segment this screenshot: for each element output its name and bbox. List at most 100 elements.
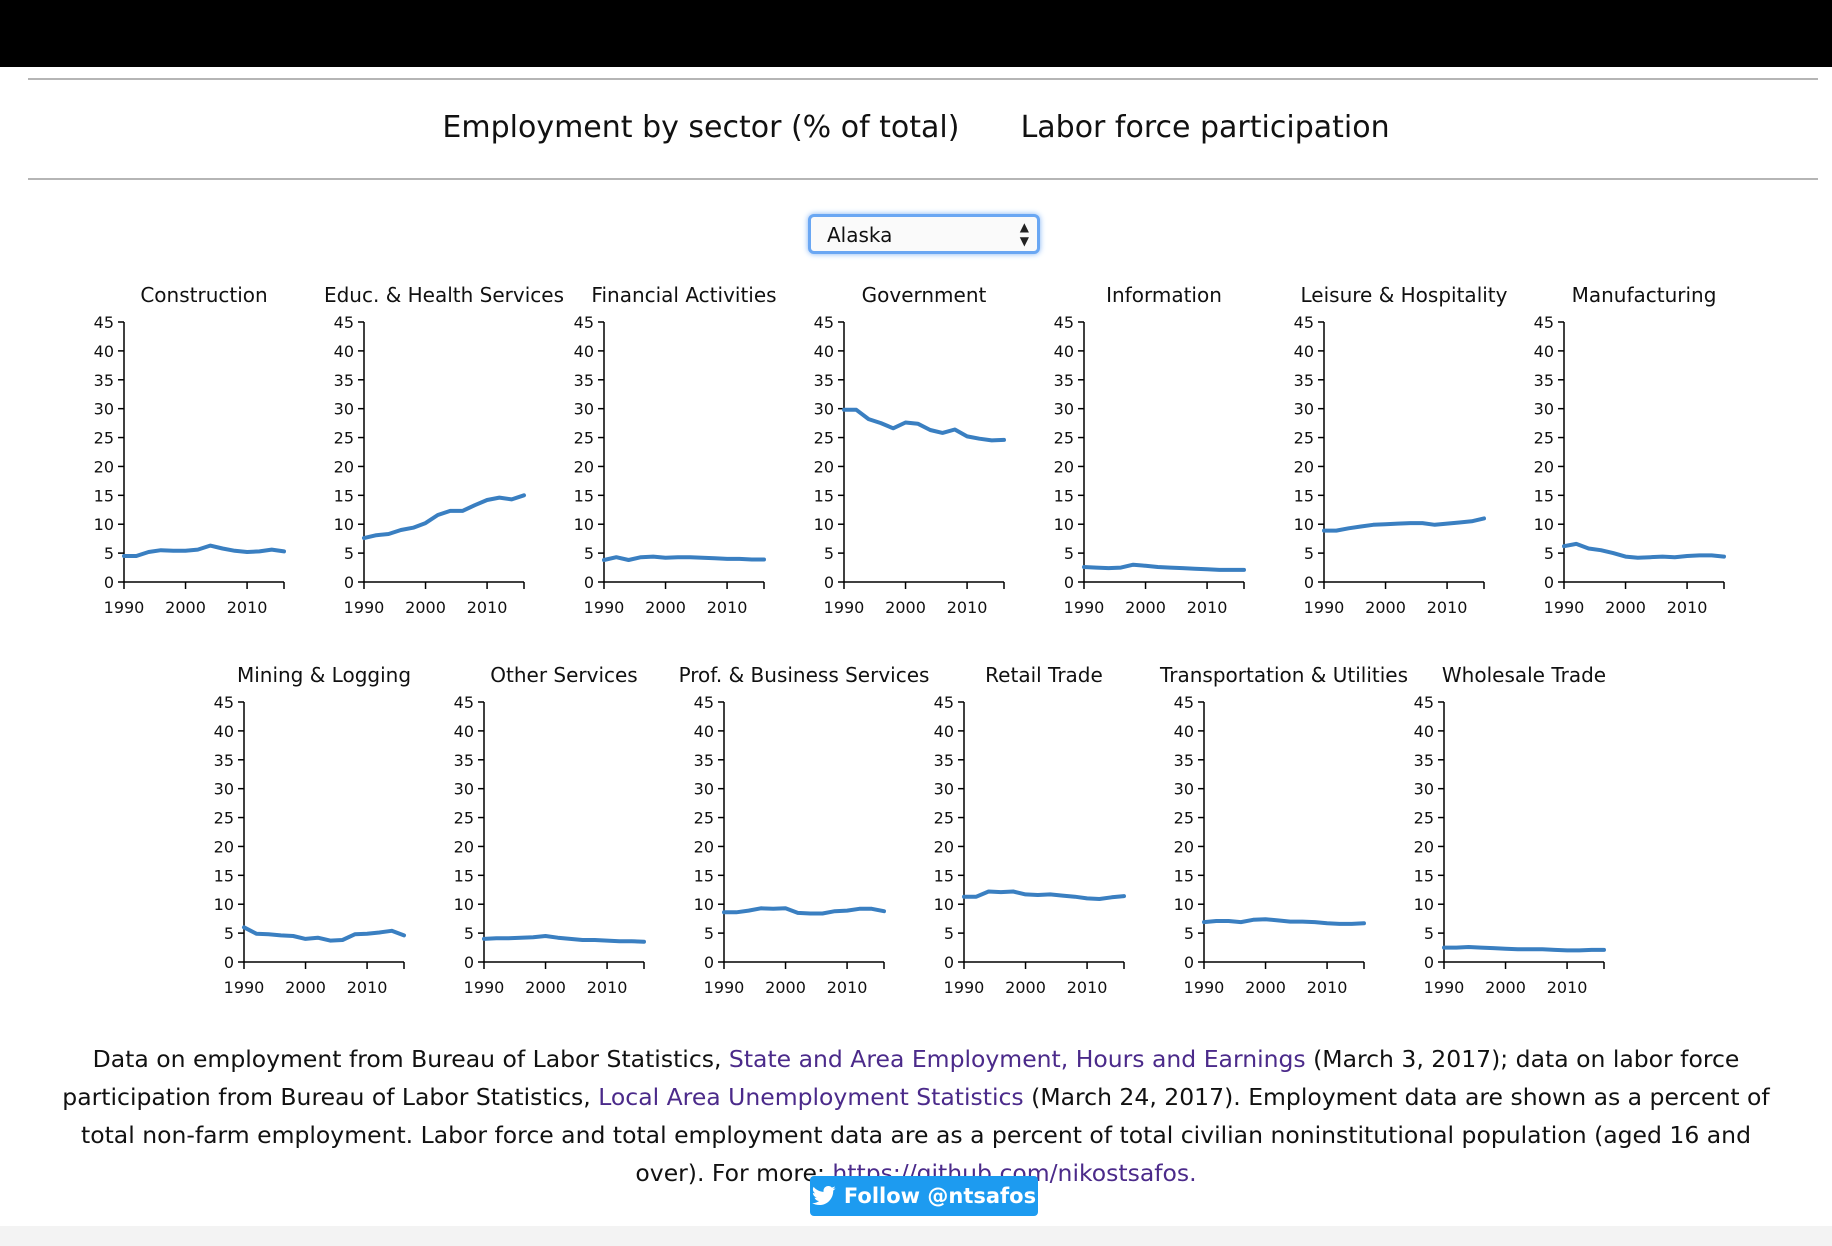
y-tick-label: 45 bbox=[454, 693, 474, 712]
y-tick-label: 40 bbox=[334, 342, 354, 361]
y-tick-label: 45 bbox=[334, 313, 354, 332]
y-tick-label: 40 bbox=[1534, 342, 1554, 361]
y-tick-label: 10 bbox=[1294, 515, 1314, 534]
chart-panel: Other Services 0 5 10 15 20 25 30 35 40 45 1990 2000… bbox=[454, 663, 646, 997]
y-tick-label: 35 bbox=[1414, 751, 1434, 770]
x-tick-label: 1990 bbox=[1304, 598, 1345, 617]
chart-title: Manufacturing bbox=[1572, 283, 1717, 307]
y-tick-label: 0 bbox=[104, 573, 114, 592]
y-tick-label: 5 bbox=[1544, 544, 1554, 563]
y-tick-label: 10 bbox=[1414, 895, 1434, 914]
series-line bbox=[122, 543, 286, 558]
x-tick-label: 2010 bbox=[347, 978, 388, 997]
y-tick-label: 20 bbox=[1174, 837, 1194, 856]
y-tick-label: 5 bbox=[1424, 924, 1434, 943]
chart-panel: Mining & Logging 0 5 10 15 20 25 30 35 40 45 1990 20… bbox=[214, 663, 411, 997]
x-tick-label: 2010 bbox=[467, 598, 508, 617]
y-tick-label: 20 bbox=[1414, 837, 1434, 856]
y-tick-label: 35 bbox=[1054, 371, 1074, 390]
y-tick-label: 30 bbox=[334, 400, 354, 419]
top-bar bbox=[0, 0, 1832, 67]
y-tick-label: 45 bbox=[574, 313, 594, 332]
y-tick-label: 25 bbox=[694, 809, 714, 828]
x-tick-label: 1990 bbox=[104, 598, 145, 617]
y-tick-label: 25 bbox=[1294, 429, 1314, 448]
x-tick-label: 2010 bbox=[587, 978, 628, 997]
y-tick-label: 40 bbox=[1174, 722, 1194, 741]
tab-employment-by-sector[interactable]: Employment by sector (% of total) bbox=[442, 110, 960, 145]
y-tick-label: 20 bbox=[1534, 457, 1554, 476]
link-state-area-employment[interactable]: State and Area Employment, Hours and Ear… bbox=[728, 1045, 1306, 1073]
series-line bbox=[1202, 917, 1366, 926]
x-tick-label: 1990 bbox=[944, 978, 985, 997]
y-tick-label: 40 bbox=[1294, 342, 1314, 361]
y-tick-label: 35 bbox=[814, 371, 834, 390]
y-tick-label: 10 bbox=[214, 895, 234, 914]
y-tick-label: 35 bbox=[94, 371, 114, 390]
y-tick-label: 5 bbox=[824, 544, 834, 563]
y-tick-label: 30 bbox=[1414, 780, 1434, 799]
footer-sources: Data on employment from Bureau of Labor … bbox=[62, 1040, 1770, 1192]
y-tick-label: 20 bbox=[1294, 457, 1314, 476]
chart-panel: Information 0 5 10 15 20 25 30 35 40 45 1990 2000 201… bbox=[1054, 283, 1246, 617]
chart-title: Prof. & Business Services bbox=[679, 663, 930, 687]
y-tick-label: 40 bbox=[574, 342, 594, 361]
y-tick-label: 5 bbox=[104, 544, 114, 563]
y-tick-label: 5 bbox=[944, 924, 954, 943]
y-tick-label: 30 bbox=[454, 780, 474, 799]
series-line bbox=[1322, 516, 1486, 533]
x-tick-label: 1990 bbox=[344, 598, 385, 617]
x-tick-label: 2010 bbox=[707, 598, 748, 617]
y-tick-label: 35 bbox=[454, 751, 474, 770]
bottom-strip bbox=[0, 1226, 1832, 1246]
y-tick-label: 30 bbox=[1174, 780, 1194, 799]
chart-panel: Financial Activities 0 5 10 15 20 25 30 35 40 45 19… bbox=[574, 283, 777, 617]
x-tick-label: 2000 bbox=[1005, 978, 1046, 997]
x-tick-label: 2010 bbox=[227, 598, 268, 617]
y-tick-label: 45 bbox=[1414, 693, 1434, 712]
y-tick-label: 25 bbox=[814, 429, 834, 448]
chart-title: Government bbox=[862, 283, 987, 307]
y-tick-label: 0 bbox=[1304, 573, 1314, 592]
y-tick-label: 45 bbox=[1174, 693, 1194, 712]
x-tick-label: 2010 bbox=[1427, 598, 1468, 617]
y-tick-label: 15 bbox=[334, 486, 354, 505]
y-tick-label: 45 bbox=[214, 693, 234, 712]
link-local-area-unemployment[interactable]: Local Area Unemployment Statistics bbox=[598, 1083, 1024, 1111]
series-line bbox=[362, 493, 526, 541]
y-tick-label: 0 bbox=[1184, 953, 1194, 972]
x-tick-label: 2010 bbox=[1187, 598, 1228, 617]
y-tick-label: 45 bbox=[934, 693, 954, 712]
follow-twitter-button[interactable]: Follow @ntsafos bbox=[810, 1176, 1038, 1216]
tab-labor-force-participation[interactable]: Labor force participation bbox=[1020, 110, 1390, 145]
x-tick-label: 1990 bbox=[1184, 978, 1225, 997]
footer-text-2: (March 3, 2017); data on labor force par… bbox=[62, 1045, 1740, 1111]
y-tick-label: 45 bbox=[814, 313, 834, 332]
y-tick-label: 10 bbox=[814, 515, 834, 534]
y-tick-label: 40 bbox=[1054, 342, 1074, 361]
y-tick-label: 25 bbox=[1414, 809, 1434, 828]
y-tick-label: 5 bbox=[464, 924, 474, 943]
y-tick-label: 25 bbox=[454, 809, 474, 828]
y-tick-label: 5 bbox=[704, 924, 714, 943]
y-tick-label: 30 bbox=[814, 400, 834, 419]
y-tick-label: 40 bbox=[934, 722, 954, 741]
x-tick-label: 2000 bbox=[165, 598, 206, 617]
nav-tabs: Employment by sector (% of total) Labor … bbox=[0, 110, 1832, 150]
y-tick-label: 15 bbox=[574, 486, 594, 505]
y-tick-label: 15 bbox=[214, 866, 234, 885]
x-tick-label: 2000 bbox=[285, 978, 326, 997]
state-select[interactable]: Alaska ▲ ▼ bbox=[808, 214, 1040, 254]
chart-panel: Wholesale Trade 0 5 10 15 20 25 30 35 40 45 1990 200… bbox=[1414, 663, 1606, 997]
chart-title: Retail Trade bbox=[985, 663, 1103, 687]
y-tick-label: 25 bbox=[94, 429, 114, 448]
y-tick-label: 40 bbox=[1414, 722, 1434, 741]
y-tick-label: 20 bbox=[1054, 457, 1074, 476]
x-tick-label: 2000 bbox=[1365, 598, 1406, 617]
x-tick-label: 1990 bbox=[224, 978, 265, 997]
twitter-bird-icon bbox=[811, 1186, 836, 1205]
y-tick-label: 25 bbox=[574, 429, 594, 448]
y-tick-label: 30 bbox=[694, 780, 714, 799]
y-tick-label: 15 bbox=[1534, 486, 1554, 505]
